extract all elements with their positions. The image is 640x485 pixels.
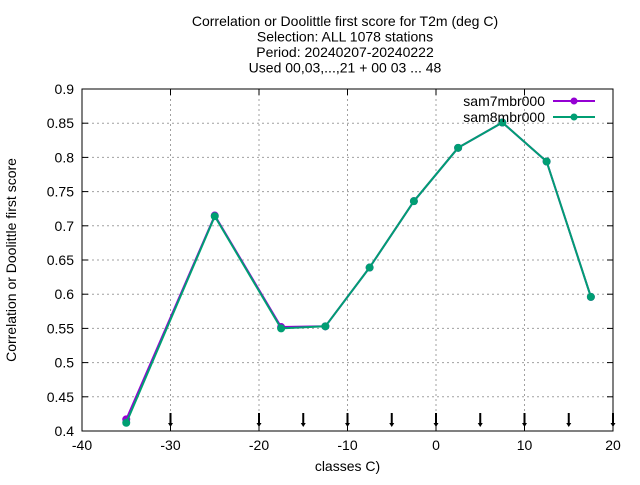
y-axis-ticks: 0.4 0.45 0.5 0.55 0.6 0.65 0.7 0.75 0.8 0.85 0.9 [47, 81, 613, 439]
data-series [122, 118, 595, 427]
series-sam7mbr000 [122, 118, 595, 424]
y-tick-label: 0.5 [55, 355, 75, 371]
x-tick-label: -30 [160, 437, 180, 453]
y-tick-label: 0.4 [55, 423, 75, 439]
title-line: Selection: ALL 1078 stations [257, 29, 433, 45]
y-tick-label: 0.7 [55, 218, 75, 234]
series-line [125, 121, 592, 420]
y-tick-label: 0.8 [55, 149, 75, 165]
class-marker-head [389, 423, 395, 427]
title-line: Used 00,03,...,21 + 00 03 ... 48 [249, 60, 442, 76]
x-tick-label: -10 [337, 437, 357, 453]
class-marker-head [300, 423, 306, 427]
chart-title: Correlation or Doolittle first score for… [192, 13, 498, 76]
class-marker-head [566, 423, 572, 427]
data-point [122, 418, 131, 427]
series-line [125, 121, 592, 424]
x-tick-label: 20 [605, 437, 621, 453]
data-point [277, 324, 286, 333]
data-point [586, 292, 595, 301]
data-point [454, 143, 463, 152]
grid-lines [82, 89, 613, 431]
data-point [321, 322, 330, 331]
data-point [409, 197, 418, 206]
legend-label: sam7mbr000 [463, 93, 545, 109]
x-tick-label: 10 [517, 437, 533, 453]
legend-label: sam8mbr000 [463, 109, 545, 125]
y-axis-label: Correlation or Doolittle first score [3, 158, 19, 362]
y-tick-label: 0.85 [47, 115, 74, 131]
data-point [542, 157, 551, 166]
y-tick-label: 0.55 [47, 320, 74, 336]
y-tick-label: 0.9 [55, 81, 75, 97]
y-tick-label: 0.65 [47, 252, 74, 268]
x-tick-label: -40 [72, 437, 92, 453]
x-tick-label: -20 [249, 437, 269, 453]
class-markers [168, 413, 616, 427]
title-line: Correlation or Doolittle first score for… [192, 13, 498, 29]
series-sam8mbr000 [122, 118, 595, 427]
x-axis-ticks: -40 -30 -20 -10 0 10 20 [72, 89, 621, 453]
legend-marker [570, 97, 578, 105]
data-point [365, 263, 374, 272]
class-marker-head [477, 423, 483, 427]
y-tick-label: 0.6 [55, 286, 75, 302]
legend-marker [570, 113, 578, 121]
y-tick-label: 0.75 [47, 184, 74, 200]
y-tick-label: 0.45 [47, 389, 74, 405]
title-line: Period: 20240207-20240222 [256, 44, 434, 60]
data-point [210, 212, 219, 221]
data-point [498, 118, 507, 127]
x-tick-label: 0 [432, 437, 440, 453]
x-axis-label: classes C) [315, 458, 380, 474]
